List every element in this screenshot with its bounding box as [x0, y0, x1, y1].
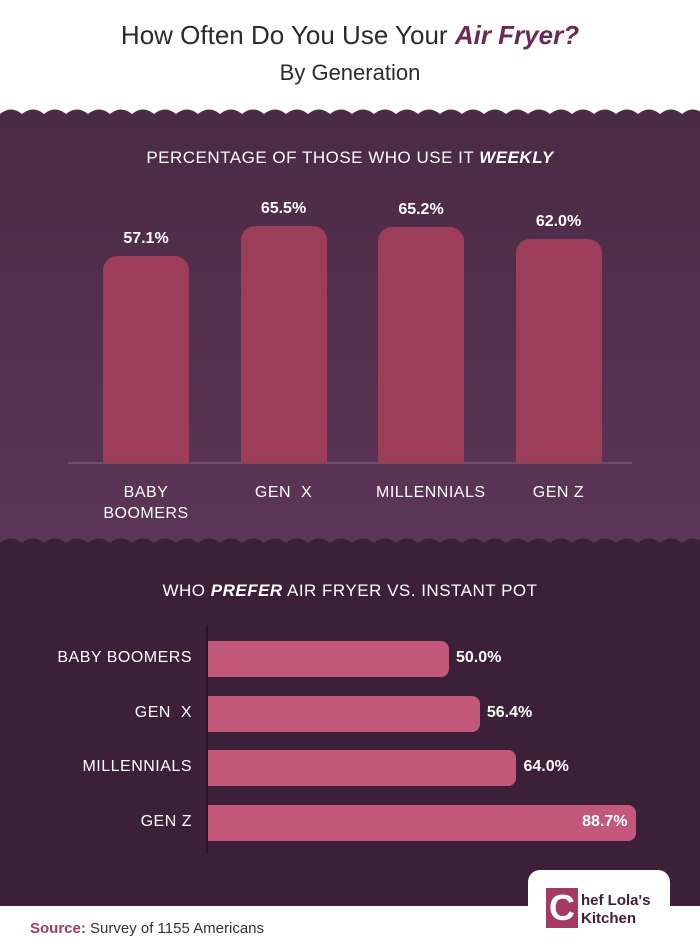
y-tick-label: GEN Z	[140, 812, 192, 830]
bar	[378, 226, 464, 463]
value-label: 56.4%	[486, 703, 533, 721]
source: Source: Survey of 1155 Americans	[30, 920, 264, 937]
logo-initial: C	[546, 888, 578, 928]
bar	[515, 238, 602, 463]
bar	[103, 256, 189, 463]
x-tick-label: GEN X	[254, 484, 313, 501]
value-label: 88.7%	[582, 812, 628, 830]
bar	[208, 750, 517, 786]
chart-title: PERCENTAGE OF THOSE WHO USE IT WEEKLY	[0, 148, 700, 168]
value-label: 65.2%	[398, 200, 444, 218]
value-label: 65.5%	[260, 199, 307, 217]
logo-text: hef Lola's	[581, 892, 651, 909]
source-text: Survey of 1155 Americans	[85, 920, 265, 937]
bar	[208, 804, 636, 841]
page-subtitle: By Generation	[279, 60, 421, 85]
value-label: 57.1%	[123, 230, 169, 248]
title-text: WHO	[162, 581, 211, 600]
bar	[208, 641, 449, 677]
chart-title: WHO PREFER AIR FRYER VS. INSTANT POT	[0, 581, 700, 601]
logo: C hef Lola's Kitchen	[528, 870, 670, 940]
y-tick-label: GEN X	[134, 703, 192, 721]
value-label: 62.0%	[535, 212, 582, 230]
value-label: 64.0%	[523, 758, 569, 775]
title-emphasis: PREFER	[210, 581, 283, 600]
title-text: AIR FRYER VS. INSTANT POT	[282, 581, 538, 600]
x-tick-label: MILLENNIALS	[376, 484, 486, 501]
page-title: How Often Do You Use Your Air Fryer?	[0, 20, 700, 51]
y-tick-label: MILLENNIALS	[82, 758, 192, 775]
y-tick-label: BABY BOOMERS	[57, 649, 192, 666]
x-tick-label: GEN Z	[532, 484, 585, 501]
bar	[208, 695, 480, 732]
x-tick-label: BABY BOOMERS	[103, 484, 189, 522]
value-label: 50.0%	[456, 649, 502, 666]
title-text: PERCENTAGE OF THOSE WHO USE IT	[146, 148, 480, 167]
bar	[240, 225, 327, 463]
title-emphasis: WEEKLY	[479, 148, 554, 167]
source-label: Source:	[30, 920, 86, 937]
title-emphasis: Air Fryer?	[454, 20, 580, 50]
title-text: How Often Do You Use Your	[120, 20, 455, 50]
logo-text: Kitchen	[581, 910, 637, 927]
